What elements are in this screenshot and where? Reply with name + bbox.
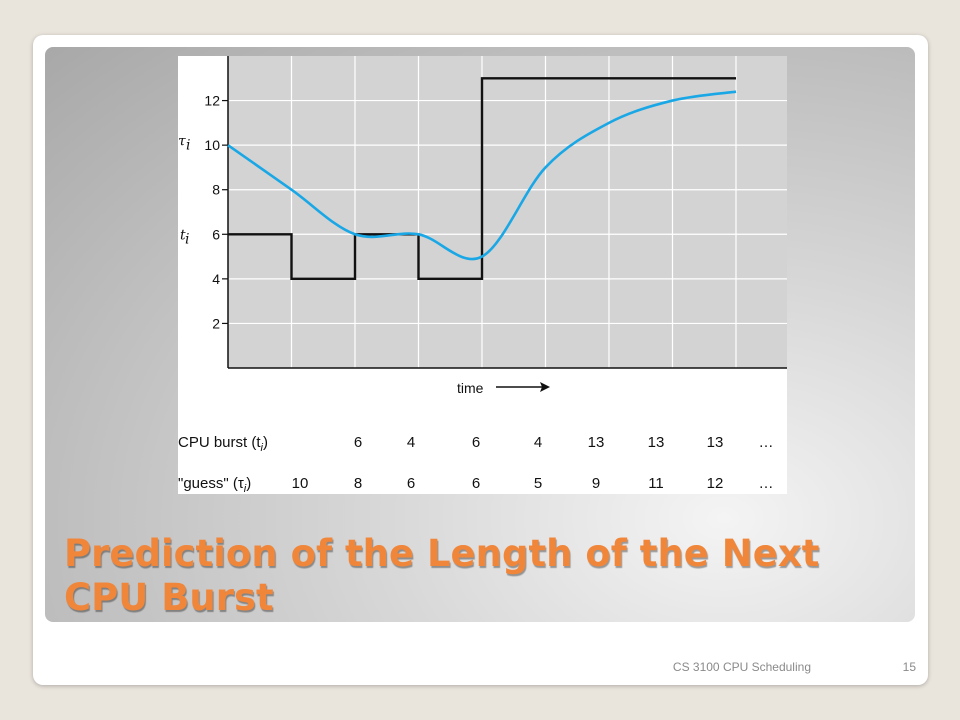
cpu-burst-row-label: CPU burst (ti) <box>178 434 268 454</box>
guess-row-label: "guess" (τi) <box>178 475 251 494</box>
x-axis-label: time <box>457 380 484 396</box>
row-ellipsis: … <box>759 475 774 492</box>
y-tick-label: 2 <box>212 315 220 331</box>
time-arrow-head <box>540 382 550 392</box>
guess-value: 10 <box>292 475 309 492</box>
slide-title: Prediction of the Length of the Next CPU… <box>64 532 820 619</box>
guess-value: 5 <box>534 475 542 492</box>
y-tick-label: 8 <box>212 182 220 198</box>
y-symbol-t: t <box>180 227 186 243</box>
cpu-burst-value: 13 <box>588 434 605 451</box>
plot-area <box>228 56 787 368</box>
page-number: 15 <box>902 660 916 674</box>
y-symbol-tau: τ <box>178 134 186 150</box>
row-ellipsis: … <box>759 434 774 451</box>
cpu-burst-value: 13 <box>648 434 665 451</box>
guess-value: 8 <box>354 475 362 492</box>
cpu-burst-value: 4 <box>407 434 415 451</box>
footer-text: CS 3100 CPU Scheduling <box>672 660 811 674</box>
guess-value: 6 <box>407 475 415 492</box>
guess-value: 9 <box>592 475 600 492</box>
y-symbol-tau-sub: i <box>186 138 190 154</box>
guess-value: 6 <box>472 475 480 492</box>
burst-prediction-figure: 2 4 6 8 10 12 τ i t i time CPU burst (ti) 6 4 6 4 13 13 13… <box>178 56 787 494</box>
y-tick-label: 10 <box>204 137 220 153</box>
cpu-burst-step-line <box>228 77 736 281</box>
y-tick-label: 6 <box>212 226 220 242</box>
cpu-burst-value: 13 <box>707 434 724 451</box>
cpu-burst-value: 6 <box>354 434 362 451</box>
guess-value: 11 <box>648 475 664 492</box>
y-tick-label: 4 <box>212 271 220 287</box>
y-tick-label: 12 <box>204 93 220 109</box>
cpu-burst-value: 4 <box>534 434 542 451</box>
guess-value: 12 <box>707 475 724 492</box>
y-symbol-t-sub: i <box>185 231 189 247</box>
cpu-burst-value: 6 <box>472 434 480 451</box>
guess-curve <box>227 90 737 261</box>
